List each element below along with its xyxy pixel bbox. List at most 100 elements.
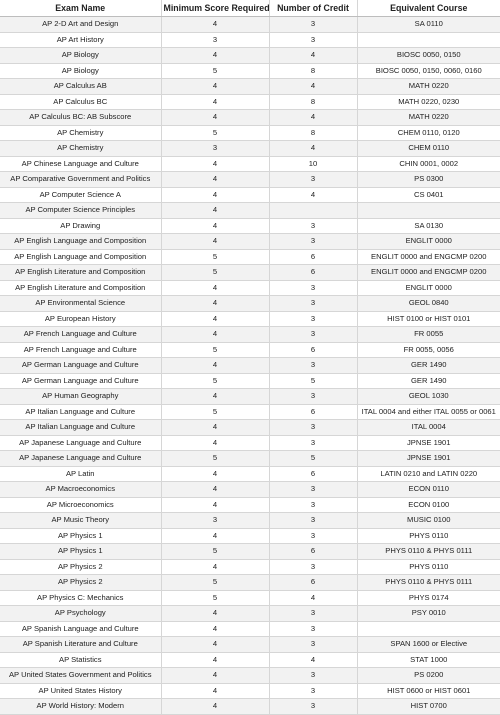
cell-number-of-credit: 3 — [269, 481, 358, 498]
cell-minimum-score: 4 — [161, 78, 270, 95]
cell-exam-name: AP English Literature and Composition — [0, 280, 162, 296]
cell-number-of-credit: 3 — [269, 497, 358, 513]
cell-minimum-score: 4 — [161, 233, 270, 250]
cell-number-of-credit: 6 — [269, 249, 358, 265]
cell-exam-name: AP French Language and Culture — [0, 342, 162, 358]
table-row: AP English Language and Composition 5 6 ENG… — [0, 249, 500, 265]
table-row: AP Physics 2 4 3 PHYS 0110 — [0, 559, 500, 575]
cell-minimum-score: 4 — [161, 683, 270, 699]
cell-equivalent-course: SA 0130 — [357, 218, 500, 234]
cell-equivalent-course: HIST 0600 or HIST 0601 — [357, 683, 500, 699]
table-row: AP Biology 5 8 BIOSC 0050, 0150, 0060, 0160 — [0, 63, 500, 79]
cell-exam-name: AP Italian Language and Culture — [0, 419, 162, 436]
cell-exam-name: AP Physics 1 — [0, 543, 162, 560]
cell-equivalent-course: MATH 0220 — [357, 109, 500, 126]
cell-equivalent-course: ITAL 0004 and either ITAL 0055 or 0061 — [357, 404, 500, 420]
cell-exam-name: AP French Language and Culture — [0, 326, 162, 343]
cell-number-of-credit: 3 — [269, 218, 358, 234]
cell-minimum-score: 5 — [161, 450, 270, 467]
cell-number-of-credit: 4 — [269, 590, 358, 606]
cell-minimum-score: 4 — [161, 652, 270, 668]
cell-equivalent-course: PHYS 0110 & PHYS 0111 — [357, 574, 500, 591]
cell-exam-name: AP Environmental Science — [0, 295, 162, 312]
cell-exam-name: AP English Language and Composition — [0, 249, 162, 265]
cell-number-of-credit: 3 — [269, 326, 358, 343]
cell-exam-name: AP Spanish Language and Culture — [0, 621, 162, 637]
cell-number-of-credit: 4 — [269, 187, 358, 203]
cell-equivalent-course: MUSIC 0100 — [357, 512, 500, 529]
cell-number-of-credit: 5 — [269, 450, 358, 467]
table-row: AP Chinese Language and Culture 4 10 CHIN 0… — [0, 156, 500, 172]
table-row: AP Biology 4 4 BIOSC 0050, 0150 — [0, 47, 500, 64]
cell-number-of-credit: 6 — [269, 543, 358, 560]
table-row: AP Microeconomics 4 3 ECON 0100 — [0, 497, 500, 513]
cell-equivalent-course: HIST 0700 — [357, 698, 500, 715]
cell-equivalent-course: CHEM 0110, 0120 — [357, 125, 500, 141]
cell-equivalent-course — [357, 202, 500, 219]
cell-exam-name: AP Statistics — [0, 652, 162, 668]
table-row: AP Art History 3 3 — [0, 32, 500, 48]
cell-number-of-credit: 3 — [269, 667, 358, 684]
table-row: AP French Language and Culture 4 3 FR 0055 — [0, 326, 500, 343]
cell-number-of-credit: 3 — [269, 605, 358, 622]
cell-minimum-score: 4 — [161, 326, 270, 343]
cell-number-of-credit: 4 — [269, 78, 358, 95]
cell-minimum-score: 5 — [161, 574, 270, 591]
cell-equivalent-course: PHYS 0110 — [357, 559, 500, 575]
header-number-of-credit: Number of Credit — [269, 0, 358, 17]
cell-exam-name: AP Spanish Literature and Culture — [0, 636, 162, 653]
cell-exam-name: AP Calculus BC — [0, 94, 162, 110]
cell-minimum-score: 4 — [161, 667, 270, 684]
cell-number-of-credit: 8 — [269, 94, 358, 110]
cell-exam-name: AP Physics 2 — [0, 574, 162, 591]
table-row: AP French Language and Culture 5 6 FR 0055,… — [0, 342, 500, 358]
cell-number-of-credit: 3 — [269, 621, 358, 637]
table-row: AP Human Geography 4 3 GEOL 1030 — [0, 388, 500, 405]
cell-equivalent-course: JPNSE 1901 — [357, 450, 500, 467]
cell-equivalent-course: CHIN 0001, 0002 — [357, 156, 500, 172]
cell-minimum-score: 5 — [161, 264, 270, 281]
cell-exam-name: AP Computer Science A — [0, 187, 162, 203]
cell-minimum-score: 5 — [161, 342, 270, 358]
cell-exam-name: AP Japanese Language and Culture — [0, 435, 162, 451]
cell-exam-name: AP Comparative Government and Politics — [0, 171, 162, 188]
table-row: AP Comparative Government and Politics 4 3… — [0, 171, 500, 188]
cell-number-of-credit: 3 — [269, 16, 358, 33]
cell-equivalent-course: ECON 0100 — [357, 497, 500, 513]
table-row: AP Physics 2 5 6 PHYS 0110 & PHYS 0111 — [0, 574, 500, 591]
cell-number-of-credit: 4 — [269, 652, 358, 668]
cell-exam-name: AP Calculus AB — [0, 78, 162, 95]
cell-number-of-credit — [269, 202, 358, 219]
cell-exam-name: AP United States History — [0, 683, 162, 699]
cell-equivalent-course: STAT 1000 — [357, 652, 500, 668]
table-row: AP Macroeconomics 4 3 ECON 0110 — [0, 481, 500, 498]
cell-exam-name: AP Psychology — [0, 605, 162, 622]
header-equivalent-course: Equivalent Course — [357, 0, 500, 17]
cell-number-of-credit: 3 — [269, 636, 358, 653]
cell-exam-name: AP Physics C: Mechanics — [0, 590, 162, 606]
cell-exam-name: AP European History — [0, 311, 162, 327]
cell-equivalent-course: BIOSC 0050, 0150 — [357, 47, 500, 64]
cell-minimum-score: 4 — [161, 435, 270, 451]
cell-equivalent-course: PHYS 0110 — [357, 528, 500, 544]
table-row: AP Drawing 4 3 SA 0130 — [0, 218, 500, 234]
table-body: AP 2-D Art and Design 4 3 SA 0110 AP Art His… — [0, 16, 500, 715]
cell-exam-name: AP Latin — [0, 466, 162, 482]
cell-equivalent-course: ENGLIT 0000 and ENGCMP 0200 — [357, 264, 500, 281]
cell-minimum-score: 4 — [161, 109, 270, 126]
cell-exam-name: AP Japanese Language and Culture — [0, 450, 162, 467]
cell-exam-name: AP 2-D Art and Design — [0, 16, 162, 33]
cell-minimum-score: 4 — [161, 187, 270, 203]
cell-minimum-score: 4 — [161, 559, 270, 575]
cell-minimum-score: 4 — [161, 466, 270, 482]
cell-equivalent-course: SA 0110 — [357, 16, 500, 33]
cell-equivalent-course: SPAN 1600 or Elective — [357, 636, 500, 653]
cell-minimum-score: 4 — [161, 497, 270, 513]
table-row: AP Calculus BC 4 8 MATH 0220, 0230 — [0, 94, 500, 110]
cell-equivalent-course: ITAL 0004 — [357, 419, 500, 436]
cell-exam-name: AP Music Theory — [0, 512, 162, 529]
cell-number-of-credit: 3 — [269, 233, 358, 250]
table-row: AP European History 4 3 HIST 0100 or HIST 0… — [0, 311, 500, 327]
cell-equivalent-course: GER 1490 — [357, 373, 500, 389]
cell-minimum-score: 4 — [161, 636, 270, 653]
